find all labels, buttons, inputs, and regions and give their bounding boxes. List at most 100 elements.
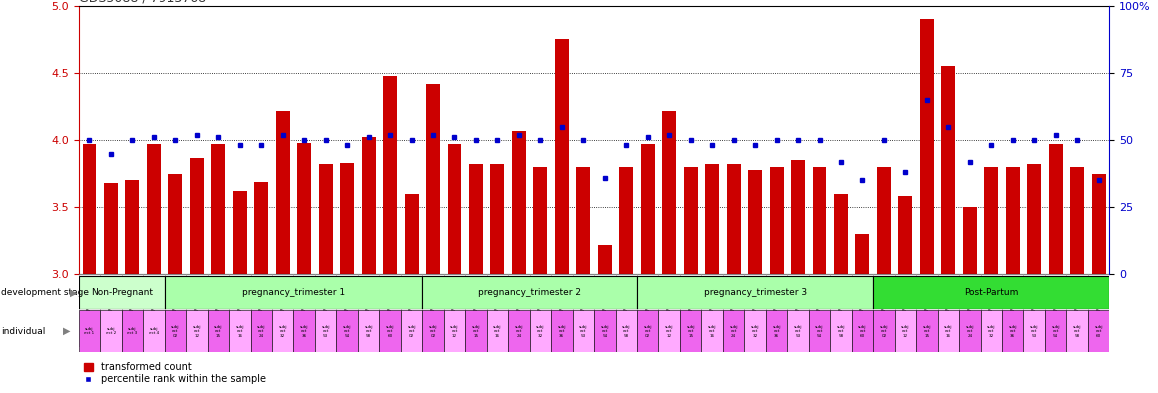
Text: GSM1370864: GSM1370864 <box>645 277 651 318</box>
Bar <box>486 310 508 352</box>
Bar <box>508 310 529 352</box>
Bar <box>229 274 250 347</box>
Text: GSM1370898: GSM1370898 <box>366 277 371 318</box>
Bar <box>164 310 186 352</box>
Text: subj
ect
02: subj ect 02 <box>428 325 438 338</box>
Bar <box>723 274 745 347</box>
Text: subj
ect
53: subj ect 53 <box>322 325 330 338</box>
Bar <box>895 310 916 352</box>
Bar <box>233 191 247 274</box>
Bar <box>315 310 336 352</box>
Text: GSM1370867: GSM1370867 <box>431 277 435 318</box>
Text: subj
ect
16: subj ect 16 <box>493 325 501 338</box>
Bar <box>401 310 423 352</box>
Bar <box>1002 274 1024 347</box>
Text: GSM1370866: GSM1370866 <box>195 277 199 318</box>
Bar <box>101 310 122 352</box>
Bar <box>745 274 765 347</box>
Text: subj
ect
54: subj ect 54 <box>1051 325 1060 338</box>
Bar <box>683 167 697 274</box>
Bar <box>82 144 96 274</box>
Bar <box>1092 174 1106 274</box>
Bar <box>1045 274 1067 347</box>
Text: subj
ect
24: subj ect 24 <box>966 325 974 338</box>
Text: GSM1370880: GSM1370880 <box>731 277 736 318</box>
Text: GSM1370889: GSM1370889 <box>1010 277 1016 318</box>
Bar <box>164 276 423 309</box>
Bar <box>637 310 659 352</box>
Bar <box>186 310 207 352</box>
Text: GSM1370899: GSM1370899 <box>602 277 607 318</box>
Bar <box>122 310 144 352</box>
Text: subj
ect
24: subj ect 24 <box>257 325 265 338</box>
Bar <box>358 310 380 352</box>
Bar <box>104 183 118 274</box>
Text: GSM1370869: GSM1370869 <box>903 277 908 318</box>
Bar <box>1045 310 1067 352</box>
Text: subj
ect
32: subj ect 32 <box>987 325 996 338</box>
Bar <box>1049 144 1063 274</box>
Bar <box>380 274 401 347</box>
Text: subj
ect
60: subj ect 60 <box>386 325 395 338</box>
Bar <box>293 310 315 352</box>
Text: GSM1370871: GSM1370871 <box>452 277 457 318</box>
Bar <box>380 310 401 352</box>
Bar <box>984 167 998 274</box>
Bar <box>916 274 938 347</box>
Text: subj
ect
16: subj ect 16 <box>235 325 244 338</box>
Bar <box>787 310 808 352</box>
Text: GSM1370884: GSM1370884 <box>753 277 757 318</box>
Text: subj
ect 2: subj ect 2 <box>105 327 116 335</box>
Bar <box>1024 274 1045 347</box>
Bar <box>640 144 654 274</box>
Text: GSM1370908: GSM1370908 <box>130 277 135 318</box>
Bar <box>551 310 572 352</box>
Bar <box>207 274 229 347</box>
Bar <box>125 180 139 274</box>
Text: GSM1370870: GSM1370870 <box>215 277 221 318</box>
Bar <box>873 310 895 352</box>
Text: subj
ect
16: subj ect 16 <box>944 325 953 338</box>
Text: subj
ect 3: subj ect 3 <box>127 327 138 335</box>
Text: subj
ect
60: subj ect 60 <box>858 325 866 338</box>
Text: GSM1370906: GSM1370906 <box>87 277 91 318</box>
Bar <box>491 164 505 274</box>
Text: subj
ect
12: subj ect 12 <box>192 325 201 338</box>
Bar <box>529 310 551 352</box>
Bar <box>1006 167 1020 274</box>
Bar <box>315 274 336 347</box>
Bar <box>444 274 466 347</box>
Bar <box>340 163 354 274</box>
Bar <box>659 274 680 347</box>
Bar <box>852 310 873 352</box>
Text: GSM1370886: GSM1370886 <box>302 277 307 318</box>
Text: subj
ect
36: subj ect 36 <box>1009 325 1017 338</box>
Text: subj
ect
32: subj ect 32 <box>278 325 287 338</box>
Bar <box>508 274 529 347</box>
Bar <box>808 274 830 347</box>
Bar <box>873 276 1109 309</box>
Bar <box>594 274 616 347</box>
Text: subj
ect
15: subj ect 15 <box>214 325 222 338</box>
Text: GSM1370865: GSM1370865 <box>881 277 886 318</box>
Text: subj
ect
54: subj ect 54 <box>815 325 823 338</box>
Bar <box>293 274 315 347</box>
Text: GSM1370876: GSM1370876 <box>710 277 714 318</box>
Text: subj
ect
54: subj ect 54 <box>343 325 351 338</box>
Text: subj
ect
15: subj ect 15 <box>471 325 481 338</box>
Bar <box>572 274 594 347</box>
Text: ▶: ▶ <box>63 326 69 336</box>
Bar <box>466 310 486 352</box>
Text: GSM1370893: GSM1370893 <box>1032 277 1036 318</box>
Text: GSM1370875: GSM1370875 <box>474 277 478 318</box>
Bar <box>723 310 745 352</box>
Text: GSM1370901: GSM1370901 <box>1075 277 1079 318</box>
Text: GSM1370892: GSM1370892 <box>796 277 800 318</box>
Bar <box>79 310 101 352</box>
Bar <box>186 274 207 347</box>
Bar <box>680 274 702 347</box>
Bar <box>207 310 229 352</box>
Bar <box>877 167 891 274</box>
Bar <box>423 310 444 352</box>
Text: individual: individual <box>1 327 45 336</box>
